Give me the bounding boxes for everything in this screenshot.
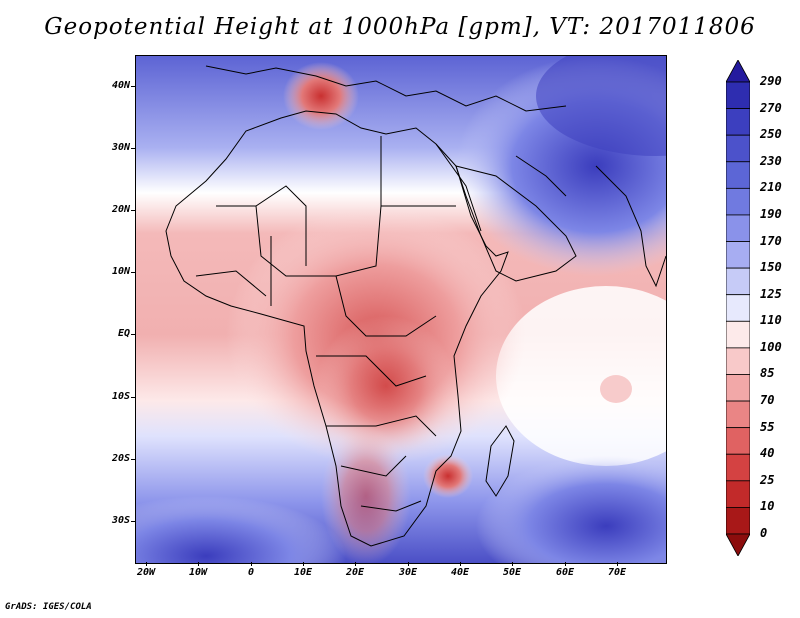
lon-label-0: 0 [247,567,255,578]
lon-tick [198,562,199,566]
lon-label-30e: 30E [398,567,418,578]
high-south-atlantic [136,496,346,563]
chart-title: Geopotential Height at 1000hPa [gpm], VT… [44,14,756,40]
colorbar-swatch [726,400,750,429]
lat-tick [131,272,135,273]
colorbar-level-label: 150 [760,260,782,275]
high-northeast [536,56,666,156]
lon-tick [408,562,409,566]
colorbar-level-label: 55 [760,419,775,434]
colorbar-level-label: 0 [760,526,768,540]
low-indian-ocean [600,375,632,403]
colorbar-level-label: 270 [760,100,782,115]
lat-label-30n: 30N [111,142,130,153]
colorbar-level-label: 85 [760,366,775,381]
colorbar-level-label: 210 [760,180,782,195]
lon-tick [303,562,304,566]
colorbar-level-label: 250 [760,127,782,142]
colorbar-swatch [726,507,750,535]
colorbar-swatch [726,320,750,349]
lon-label-10e: 10E [293,567,313,578]
high-south-indian [476,456,666,563]
lat-label-20n: 20N [111,204,130,215]
colorbar-level-label: 190 [760,206,782,221]
lon-label-10w: 10W [188,567,208,578]
colorbar-swatch [726,347,750,375]
lon-label-60e: 60E [555,567,575,578]
colorbar-level-label: 40 [760,446,775,461]
colorbar-swatch [726,108,750,136]
lat-tick [131,521,135,522]
colorbar [726,60,750,556]
colorbar-level-label: 100 [760,339,782,354]
lon-tick [617,562,618,566]
colorbar-level-label: 170 [760,233,782,248]
lon-tick [565,562,566,566]
lat-label-10n: 10N [111,266,130,277]
low-kalahari [321,426,411,563]
map-panel [135,55,667,564]
colorbar-swatch [726,81,750,109]
colorbar-swatch [726,374,750,402]
colorbar-level-label: 230 [760,153,782,168]
lon-tick [355,562,356,566]
low-mozambique [423,454,473,498]
colorbar-level-label: 25 [760,472,775,487]
lat-tick [131,86,135,87]
lat-label-eq: EQ [117,328,130,339]
colorbar-level-label: 125 [760,286,782,301]
colorbar-swatch [726,267,750,296]
lon-tick [251,562,252,566]
lat-tick [131,148,135,149]
lat-tick [131,459,135,460]
low-mediterranean [283,62,359,130]
lon-label-20e: 20E [345,567,365,578]
lat-tick [131,334,135,335]
coastlines [165,65,666,547]
colorbar-level-label: 70 [760,393,775,408]
lon-label-70e: 70E [607,567,627,578]
colorbar-swatch [726,161,750,189]
lat-label-30s: 30S [111,515,130,526]
colorbar-swatch [726,480,750,508]
indian-ocean-neutral [496,286,666,466]
colorbar-level-label: 110 [760,313,782,328]
colorbar-swatch [726,134,750,163]
colorbar-swatch [726,453,750,482]
colorbar-level-label: 290 [760,74,782,88]
lat-tick [131,210,135,211]
colorbar-swatch [726,187,750,216]
colorbar-level-label: 10 [760,499,775,514]
lat-tick [131,397,135,398]
lon-label-40e: 40E [450,567,470,578]
colorbar-swatch [726,294,750,322]
lat-label-10s: 10S [111,391,130,402]
lon-label-50e: 50E [502,567,522,578]
colorbar-min-arrow [726,533,750,556]
colorbar-max-arrow [726,60,750,83]
lon-label-20w: 20W [136,567,156,578]
lon-tick [146,562,147,566]
height-field-map [136,56,666,563]
colorbar-swatch [726,241,750,269]
software-credit: GrADS: IGES/COLA [5,602,92,612]
lat-label-20s: 20S [111,453,130,464]
lat-label-40n: 40N [111,80,130,91]
lon-tick [512,562,513,566]
lon-tick [460,562,461,566]
colorbar-swatch [726,427,750,455]
colorbar-swatch [726,214,750,242]
